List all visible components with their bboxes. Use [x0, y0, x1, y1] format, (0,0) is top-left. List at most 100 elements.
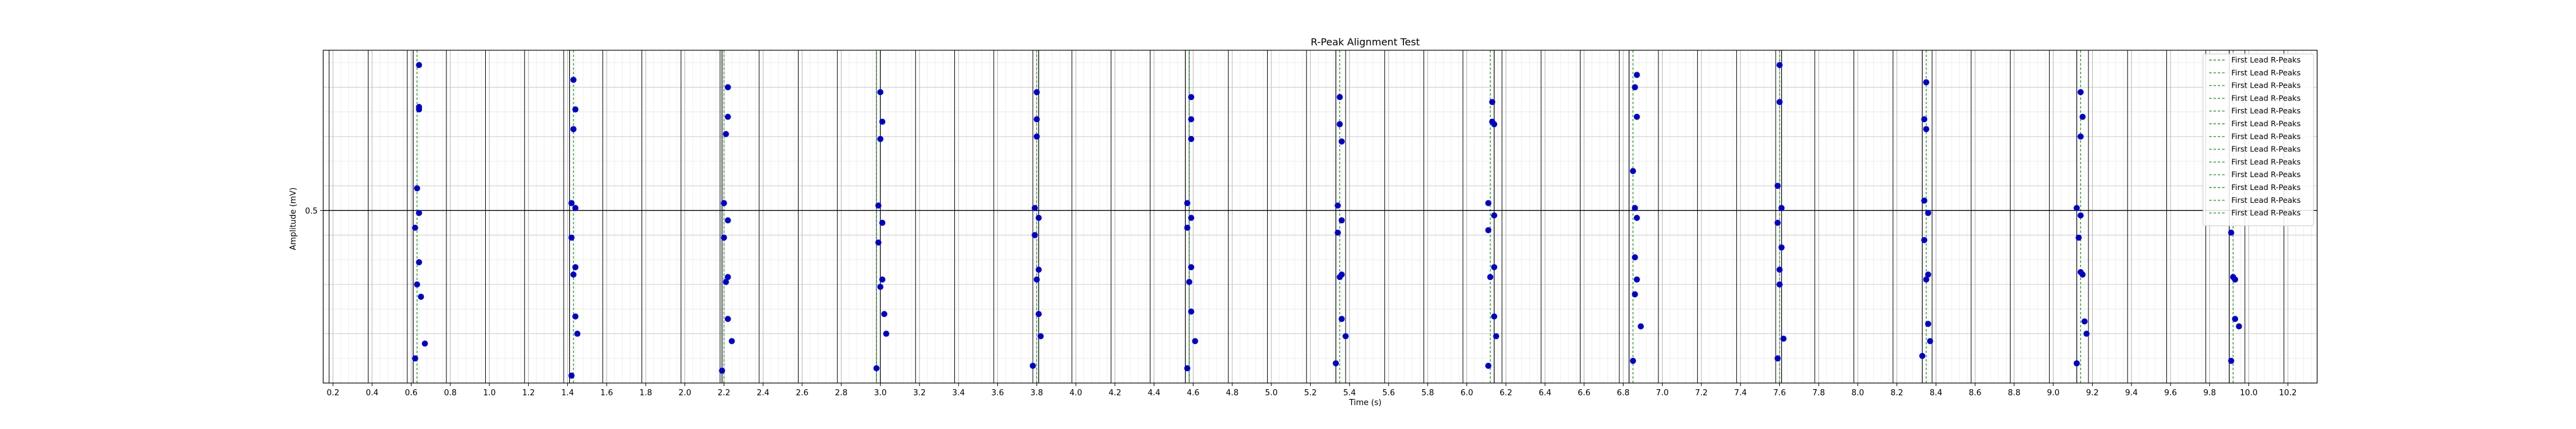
y-axis-label: Amplitude (mV): [289, 188, 298, 250]
data-point: [1188, 214, 1195, 221]
data-point: [416, 259, 423, 265]
data-point: [724, 217, 731, 224]
data-point: [572, 313, 579, 320]
x-tick-label: 8.8: [2008, 389, 2021, 398]
legend-label: First Lead R-Peaks: [2231, 106, 2301, 115]
data-point: [879, 118, 886, 125]
x-tick-label: 9.8: [2203, 389, 2216, 398]
x-tick-label: 2.0: [678, 389, 691, 398]
x-tick-label: 5.8: [1421, 389, 1434, 398]
x-tick-label: 6.0: [1460, 389, 1473, 398]
data-point: [1184, 365, 1190, 371]
legend-label: First Lead R-Peaks: [2231, 196, 2301, 205]
data-point: [1778, 205, 1785, 211]
legend-label: First Lead R-Peaks: [2231, 119, 2301, 128]
x-tick-label: 8.0: [1852, 389, 1865, 398]
data-point: [883, 330, 889, 337]
data-point: [1491, 212, 1498, 219]
data-point: [1774, 355, 1781, 362]
data-point: [418, 294, 424, 300]
x-tick-label: 0.2: [327, 389, 340, 398]
data-point: [1188, 135, 1195, 142]
legend-label: First Lead R-Peaks: [2231, 183, 2301, 192]
data-point: [1035, 311, 1042, 317]
legend-label: First Lead R-Peaks: [2231, 81, 2301, 90]
data-point: [1032, 232, 1038, 238]
data-point: [1923, 276, 1930, 283]
data-point: [1919, 352, 1926, 359]
data-point: [568, 372, 575, 379]
x-tick-label: 4.0: [1070, 389, 1083, 398]
x-tick-label: 3.4: [953, 389, 965, 398]
chart-title: R-Peak Alignment Test: [1311, 36, 1420, 48]
data-point: [572, 205, 579, 211]
x-tick-label: 2.6: [796, 389, 809, 398]
data-point: [574, 330, 581, 337]
data-point: [2083, 330, 2090, 337]
data-point: [879, 219, 886, 226]
data-point: [1633, 214, 1640, 221]
plot-frame: [323, 50, 2318, 384]
data-point: [413, 281, 420, 288]
data-point: [1776, 266, 1783, 273]
data-point: [1491, 121, 1498, 127]
legend-label: First Lead R-Peaks: [2231, 170, 2301, 179]
data-point: [2228, 229, 2234, 236]
data-point: [1188, 116, 1195, 123]
data-point: [1332, 360, 1339, 366]
x-tick-label: 10.2: [2279, 389, 2297, 398]
data-point: [416, 106, 423, 113]
minor-grid: [323, 50, 2317, 384]
data-point: [2073, 360, 2080, 366]
data-point: [572, 264, 579, 270]
data-point: [879, 276, 886, 283]
data-point: [1631, 291, 1638, 298]
x-tick-label: 3.8: [1030, 389, 1043, 398]
x-tick-label: 6.6: [1577, 389, 1590, 398]
data-point: [1493, 333, 1500, 340]
data-point: [1037, 333, 1044, 340]
data-point: [1487, 274, 1493, 281]
data-point: [413, 185, 420, 192]
data-point: [570, 271, 577, 278]
data-point: [2228, 357, 2234, 364]
data-point: [1032, 205, 1038, 211]
data-point: [877, 284, 884, 290]
data-point: [2076, 234, 2082, 241]
data-point: [1631, 254, 1638, 260]
legend-box: [2202, 53, 2314, 226]
x-tick-label: 3.0: [874, 389, 887, 398]
data-point: [1921, 116, 1928, 123]
data-point: [570, 126, 577, 132]
x-tick-label: 0.8: [444, 389, 457, 398]
data-point: [1035, 214, 1042, 221]
x-tick-label: 5.0: [1265, 389, 1278, 398]
x-tick-label: 9.0: [2047, 389, 2060, 398]
data-point: [1925, 210, 1931, 216]
data-point: [1778, 244, 1785, 251]
data-point: [1336, 121, 1343, 127]
x-tick-label: 0.6: [405, 389, 418, 398]
x-tick-label: 4.6: [1187, 389, 1200, 398]
data-point: [1780, 335, 1787, 342]
data-point: [412, 355, 418, 362]
x-tick-label: 3.2: [913, 389, 926, 398]
x-tick-label: 2.2: [718, 389, 730, 398]
r-peak-lines: [413, 50, 2234, 383]
data-point: [1335, 202, 1341, 209]
data-point: [1033, 116, 1040, 123]
data-point: [568, 200, 575, 207]
data-point: [1035, 266, 1042, 273]
data-point: [570, 77, 577, 83]
data-point: [1033, 89, 1040, 96]
legend: First Lead R-Peaks First Lead R-Peaks Firs…: [2202, 53, 2314, 226]
data-point: [1485, 200, 1492, 207]
data-point: [1033, 276, 1040, 283]
data-point: [881, 311, 887, 317]
legend-label: First Lead R-Peaks: [2231, 93, 2301, 102]
data-point: [2073, 205, 2080, 211]
x-tick-label: 5.6: [1382, 389, 1395, 398]
data-point: [1925, 321, 1931, 327]
data-point: [1776, 281, 1783, 288]
